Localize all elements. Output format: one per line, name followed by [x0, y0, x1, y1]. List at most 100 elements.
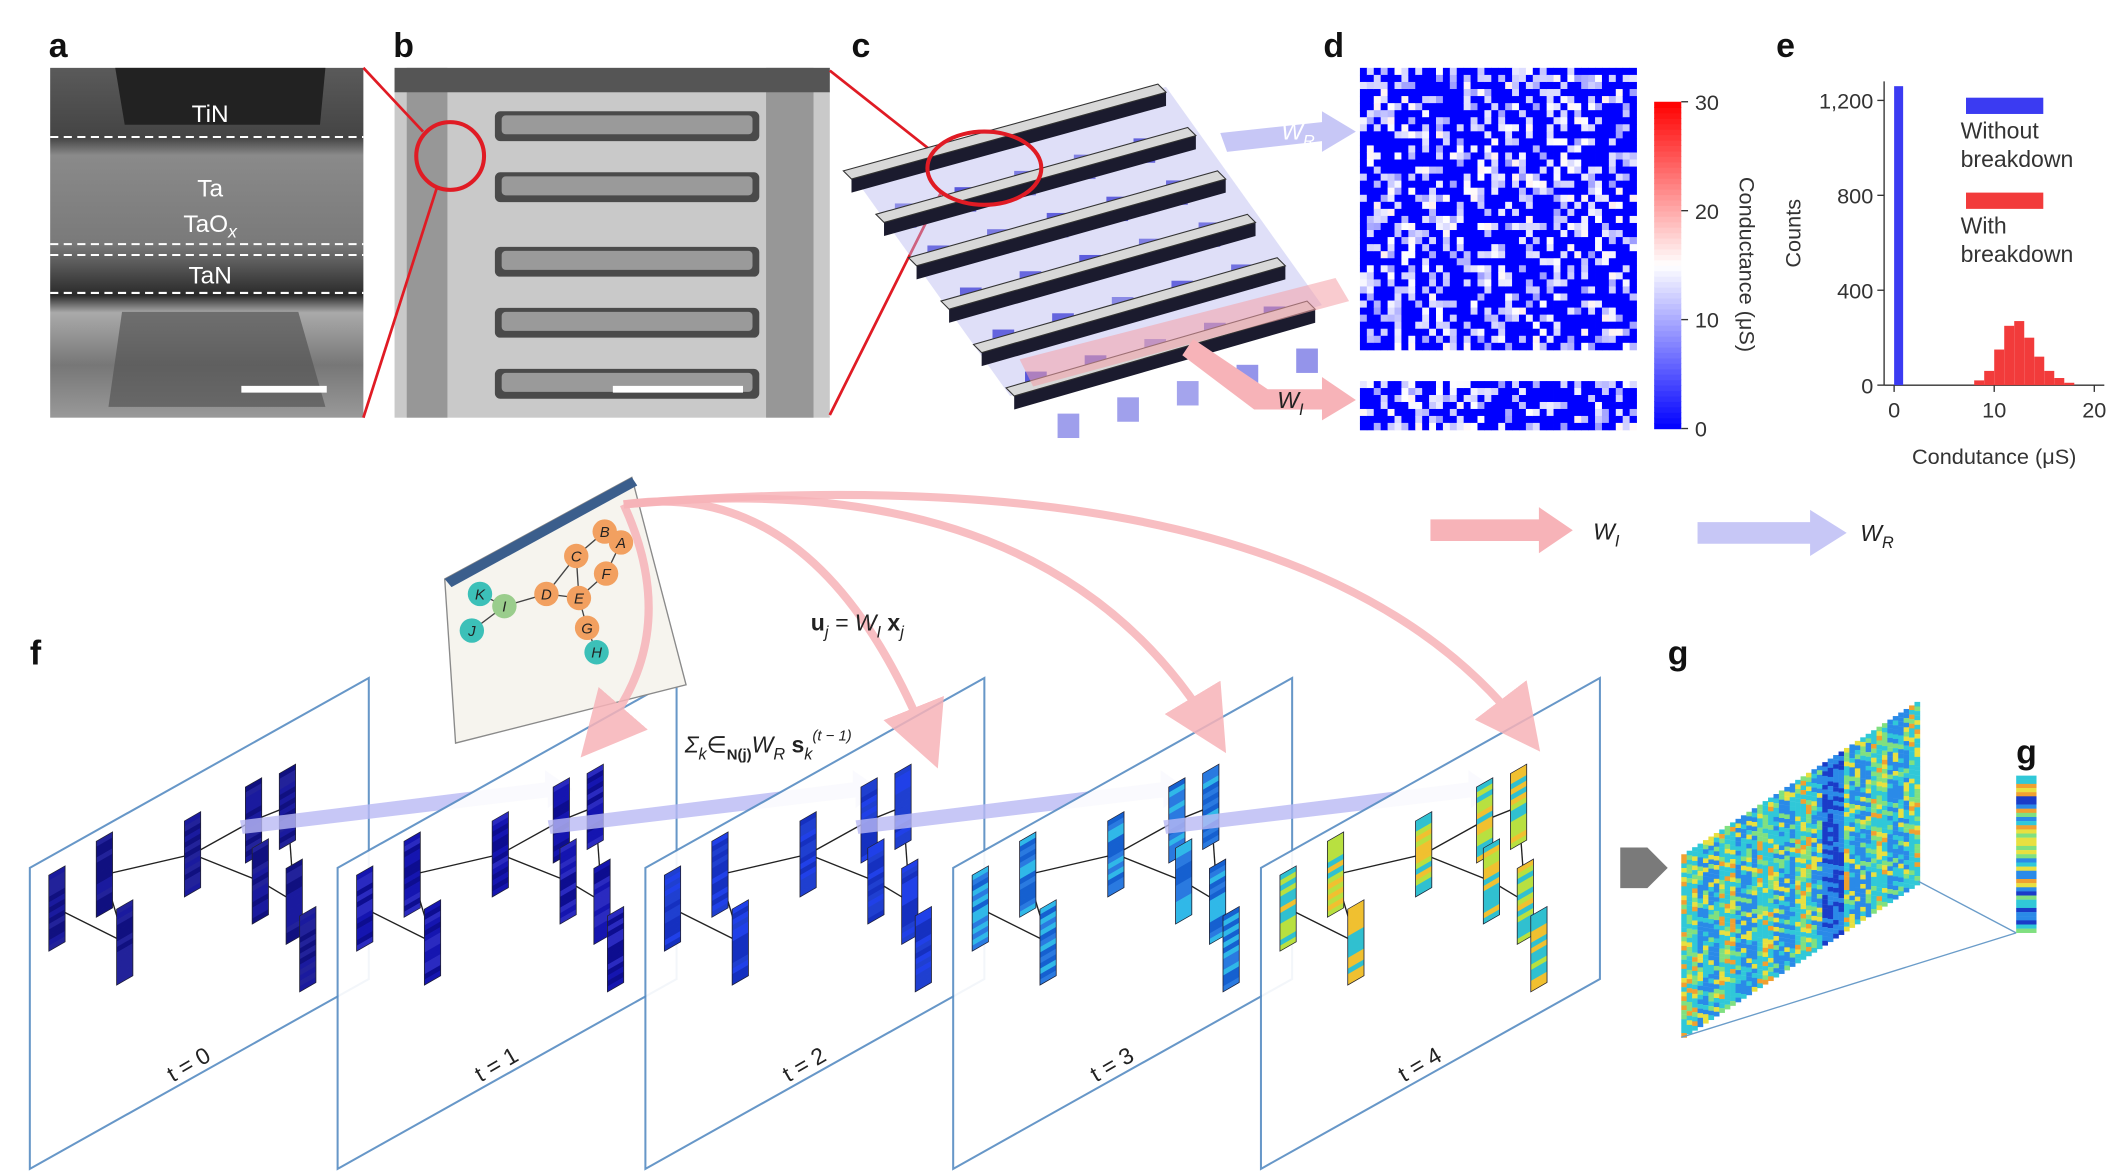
map-cell: [1730, 872, 1736, 878]
map-cell: [1702, 895, 1709, 900]
cell: [1401, 110, 1409, 118]
map-cell: [1881, 801, 1888, 806]
map-cell: [1876, 827, 1883, 833]
cell: [1512, 244, 1520, 252]
map-cell: [1838, 888, 1845, 894]
cell: [1366, 265, 1375, 273]
text-part: W: [1860, 520, 1884, 546]
vector-cell: [96, 864, 113, 880]
cell: [1546, 131, 1554, 139]
cell: [1408, 300, 1416, 308]
map-cell: [1806, 901, 1812, 906]
cell: [1560, 201, 1568, 210]
colorbar-step: [1654, 210, 1682, 217]
map-cell: [1784, 860, 1791, 866]
cell: [1581, 166, 1589, 175]
colorbar-step: [1654, 270, 1682, 277]
cell: [1512, 408, 1520, 417]
cell: [1629, 230, 1637, 238]
map-cell: [1903, 708, 1910, 714]
wire-top: [939, 213, 1257, 310]
vector-cell: [559, 860, 577, 876]
cell: [1484, 131, 1492, 139]
map-cell: [1795, 894, 1801, 900]
cell: [1470, 244, 1478, 252]
map-cell: [1854, 768, 1861, 774]
vector-cell: [915, 977, 932, 993]
vector-cell: [184, 827, 201, 844]
vector-cell: [1175, 903, 1192, 920]
colorbar-step: [1654, 281, 1682, 288]
cell: [1456, 81, 1465, 90]
cell: [1622, 96, 1631, 104]
cell: [1449, 74, 1458, 83]
cell: [1525, 279, 1534, 287]
map-cell: [1903, 837, 1910, 843]
vector-cell: [607, 977, 624, 993]
zoom-circle: [925, 129, 1044, 207]
zoom-circle: [414, 120, 487, 192]
cell: [1525, 258, 1534, 266]
cell: [1629, 180, 1637, 189]
cell: [1470, 237, 1478, 245]
map-cell: [1827, 896, 1834, 901]
map-cell: [1724, 894, 1731, 900]
cell: [1394, 244, 1402, 252]
cell: [1366, 401, 1375, 410]
map-cell: [1876, 781, 1883, 787]
map-cell: [1784, 832, 1791, 838]
map-cell: [1909, 847, 1915, 853]
map-cell: [1740, 865, 1747, 871]
map-cell: [1795, 871, 1801, 877]
cell: [1498, 215, 1506, 224]
map-cell: [1762, 956, 1769, 962]
map-cell: [1833, 823, 1839, 829]
cell: [1449, 138, 1458, 146]
cell: [1629, 395, 1637, 403]
cell: [1442, 159, 1451, 167]
colorbar-step: [1654, 112, 1682, 119]
map-cell: [1827, 923, 1834, 929]
cell: [1359, 395, 1368, 403]
cell: [1532, 152, 1541, 160]
map-cell: [1708, 964, 1715, 970]
cell: [1456, 208, 1465, 217]
cell: [1401, 300, 1409, 308]
node: [592, 519, 617, 544]
map-cell: [1838, 893, 1845, 899]
cell: [1505, 244, 1513, 252]
map-cell: [1708, 841, 1715, 846]
bar: [2004, 325, 2015, 386]
vector-cell: [1517, 918, 1534, 934]
cell: [1429, 293, 1437, 301]
vector-cell: [1209, 891, 1226, 907]
map-cell: [1773, 821, 1780, 827]
map-cell: [1697, 1022, 1704, 1028]
map-cell: [1795, 784, 1801, 790]
cell: [1359, 124, 1368, 132]
map-cell: [1811, 870, 1818, 875]
map-cell: [1881, 773, 1888, 779]
map-cell: [1778, 918, 1785, 924]
map-cell: [1697, 852, 1704, 858]
map-cell: [1811, 892, 1818, 898]
vector-cell: [286, 929, 303, 945]
cell: [1560, 81, 1568, 90]
vector-cell: [96, 897, 113, 913]
vector-cell: [711, 897, 729, 913]
cell: [1574, 194, 1582, 203]
cell: [1387, 230, 1395, 238]
cell: [1408, 89, 1416, 97]
map-cell: [1789, 797, 1796, 802]
cell: [1380, 314, 1389, 323]
cell: [1484, 265, 1492, 273]
cell: [1629, 286, 1637, 294]
cell: [1401, 258, 1409, 266]
vector-frame: [48, 865, 66, 952]
cell: [1622, 145, 1631, 153]
map-cell: [1746, 816, 1753, 822]
cell: [1622, 279, 1631, 287]
cell: [1532, 279, 1541, 287]
cell: [1359, 237, 1368, 245]
cell: [1463, 258, 1471, 266]
